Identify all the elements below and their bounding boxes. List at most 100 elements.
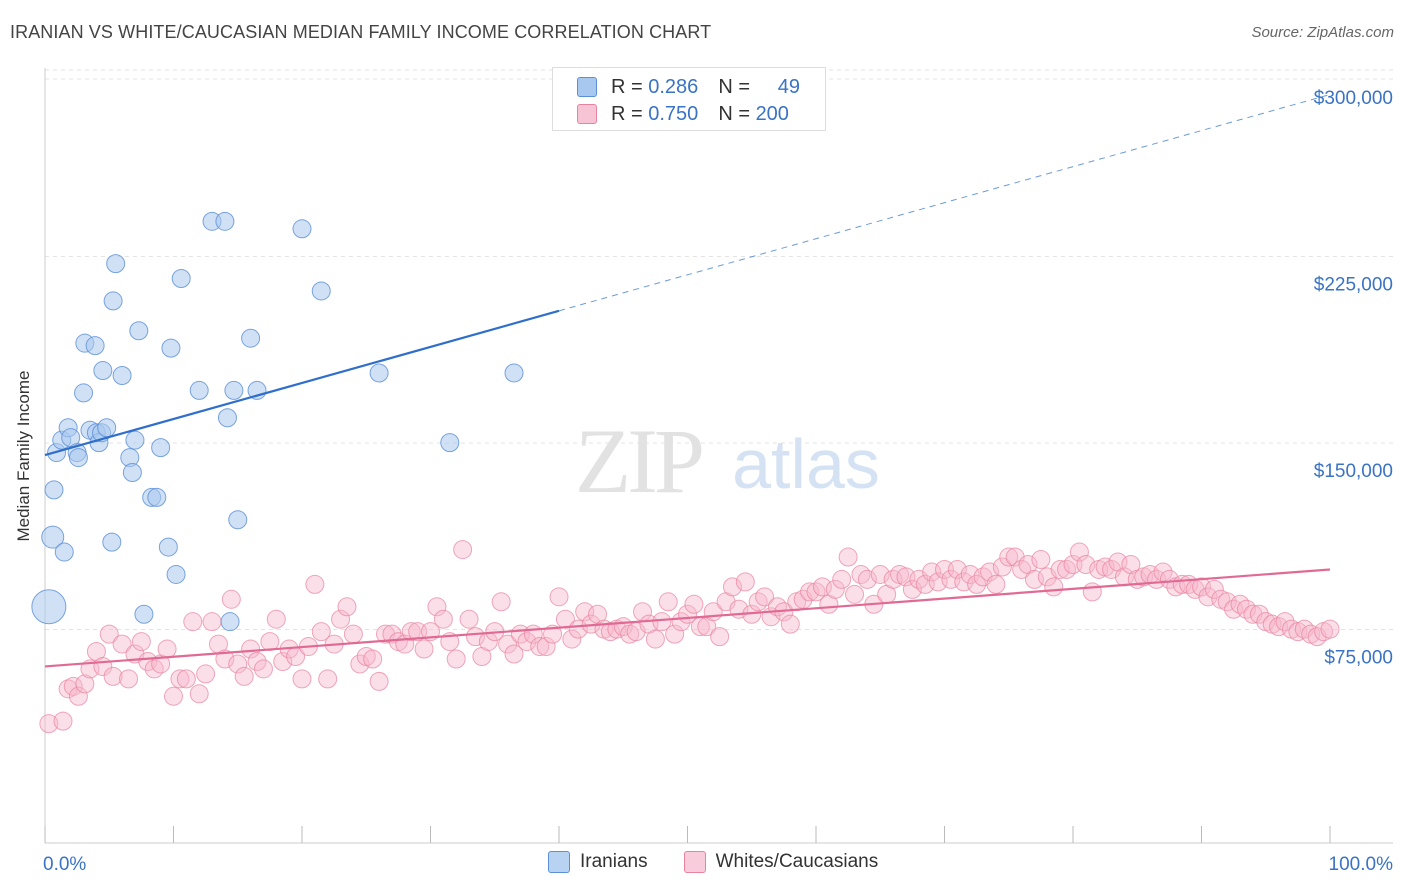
point-iranians <box>44 480 64 500</box>
y-tick-label: $300,000 <box>1314 88 1393 109</box>
point-whites <box>568 619 588 639</box>
point-whites <box>504 644 524 664</box>
point-whites <box>196 664 216 684</box>
point-iranians <box>217 408 237 428</box>
point-whites <box>735 572 755 592</box>
point-whites <box>986 574 1006 594</box>
point-whites <box>710 627 730 647</box>
point-whites <box>414 639 434 659</box>
point-whites <box>1320 619 1340 639</box>
point-whites <box>119 669 139 689</box>
legend-n-value: 49 <box>777 75 801 98</box>
point-whites <box>491 592 511 612</box>
point-whites <box>189 684 209 704</box>
watermark: ZIP atlas <box>575 410 880 512</box>
point-whites <box>549 587 569 607</box>
point-iranians <box>189 380 209 400</box>
point-whites <box>851 564 871 584</box>
point-whites <box>684 594 704 614</box>
point-whites <box>832 569 852 589</box>
point-whites <box>1069 542 1089 562</box>
point-whites <box>825 579 845 599</box>
axes <box>44 68 1393 844</box>
point-whites <box>1230 594 1250 614</box>
series-label-iranians: Iranians <box>580 851 648 872</box>
point-whites <box>857 569 877 589</box>
watermark-atlas: atlas <box>732 425 880 503</box>
series-swatch-whites <box>683 851 706 873</box>
point-whites <box>427 597 447 617</box>
point-whites <box>63 676 83 696</box>
point-whites <box>1204 579 1224 599</box>
point-whites <box>1050 559 1070 579</box>
point-iranians <box>504 363 524 383</box>
point-whites <box>658 592 678 612</box>
point-iranians <box>54 542 74 562</box>
point-whites <box>543 624 563 644</box>
point-whites <box>838 547 858 567</box>
point-whites <box>305 574 325 594</box>
legend-r-label: R = <box>611 75 643 98</box>
legend-swatch-pink <box>577 104 597 124</box>
point-whites <box>1159 569 1179 589</box>
point-iranians <box>311 281 331 301</box>
legend-row-whites: R = 0.750 N = 200 <box>577 102 789 126</box>
point-whites <box>1153 562 1173 582</box>
point-whites <box>202 612 222 632</box>
trend-whites <box>44 568 1331 668</box>
point-whites <box>446 649 466 669</box>
point-whites <box>144 659 164 679</box>
legend-n-label: N = <box>718 75 750 98</box>
point-whites <box>318 669 338 689</box>
point-whites <box>1249 604 1269 624</box>
point-whites <box>331 609 351 629</box>
point-whites <box>131 632 151 652</box>
legend-r-value: 0.750 <box>648 102 699 125</box>
point-iranians <box>112 366 132 386</box>
trend-iranians-extension <box>558 94 1331 312</box>
point-whites <box>870 564 890 584</box>
point-iranians <box>224 380 244 400</box>
legend-r-label: R = <box>611 102 643 125</box>
point-iranians <box>147 487 167 507</box>
point-whites <box>369 671 389 691</box>
point-iranians <box>228 510 248 530</box>
point-whites <box>215 649 235 669</box>
point-whites <box>992 557 1012 577</box>
point-whites <box>665 624 685 644</box>
point-whites <box>247 651 267 671</box>
point-whites <box>652 612 672 632</box>
point-whites <box>562 629 582 649</box>
point-whites <box>979 562 999 582</box>
point-whites <box>722 577 742 597</box>
point-iranians <box>122 462 142 482</box>
point-whites <box>382 624 402 644</box>
point-whites <box>228 654 248 674</box>
watermark-zip: ZIP <box>575 410 702 512</box>
point-whites <box>1044 577 1064 597</box>
legend-n-value: 200 <box>755 102 789 125</box>
point-whites <box>363 649 383 669</box>
chart-title: IRANIAN VS WHITE/CAUCASIAN MEDIAN FAMILY… <box>10 22 712 42</box>
point-whites <box>39 714 59 734</box>
point-whites <box>1082 582 1102 602</box>
point-whites <box>947 559 967 579</box>
point-whites <box>266 609 286 629</box>
y-tick-label: $75,000 <box>1324 648 1393 669</box>
point-iranians <box>166 564 186 584</box>
point-whites <box>800 582 820 602</box>
point-whites <box>350 654 370 674</box>
point-whites <box>530 637 550 657</box>
point-whites <box>1031 550 1051 570</box>
point-iranians <box>31 589 67 625</box>
point-whites <box>164 686 183 706</box>
legend-r-value: 0.286 <box>648 75 699 98</box>
point-iranians <box>369 363 389 383</box>
point-whites <box>498 634 518 654</box>
x-tick-label: 100.0% <box>1329 854 1394 875</box>
point-whites <box>260 632 280 652</box>
point-whites <box>780 614 800 634</box>
y-tick-label: $150,000 <box>1314 461 1393 482</box>
point-whites <box>517 632 537 652</box>
point-whites <box>1236 599 1256 619</box>
